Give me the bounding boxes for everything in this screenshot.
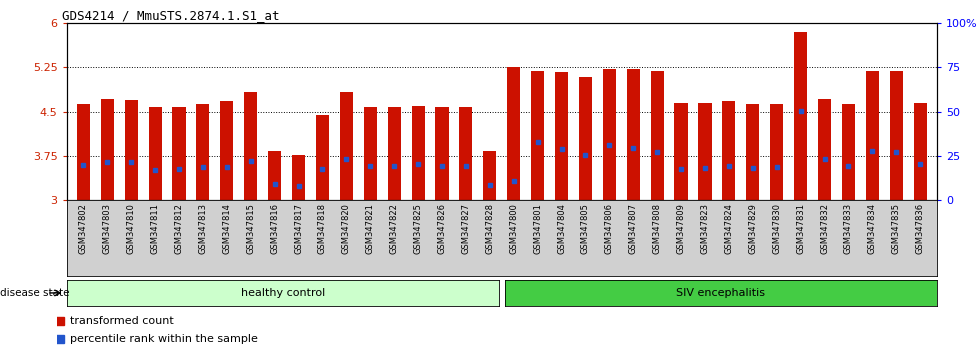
Text: GSM347806: GSM347806 [605, 203, 613, 254]
Text: GSM347829: GSM347829 [749, 203, 758, 254]
Text: GSM347800: GSM347800 [510, 203, 518, 254]
Bar [412, 105, 424, 200]
Bar [531, 72, 544, 200]
Text: GSM347821: GSM347821 [366, 203, 374, 254]
Text: GSM347813: GSM347813 [198, 203, 208, 254]
Bar [555, 72, 568, 200]
Text: GSM347825: GSM347825 [414, 203, 422, 254]
Text: GSM347814: GSM347814 [222, 203, 231, 254]
Bar [722, 101, 735, 200]
Bar [865, 72, 879, 200]
Text: GSM347835: GSM347835 [892, 203, 901, 254]
Bar [507, 67, 520, 200]
Text: GSM347810: GSM347810 [126, 203, 135, 254]
Bar [388, 107, 401, 200]
Bar [699, 103, 711, 200]
Text: GSM347817: GSM347817 [294, 203, 303, 254]
Bar [746, 104, 760, 200]
Bar [244, 92, 258, 200]
Text: GSM347805: GSM347805 [581, 203, 590, 254]
Text: GSM347803: GSM347803 [103, 203, 112, 254]
Text: healthy control: healthy control [241, 288, 324, 298]
Bar [460, 107, 472, 200]
Text: GSM347801: GSM347801 [533, 203, 542, 254]
Text: GSM347833: GSM347833 [844, 203, 853, 254]
Bar [890, 72, 903, 200]
Text: GSM347820: GSM347820 [342, 203, 351, 254]
Bar [76, 104, 90, 200]
Text: GSM347816: GSM347816 [270, 203, 279, 254]
Text: transformed count: transformed count [71, 316, 173, 326]
Text: SIV encephalitis: SIV encephalitis [676, 288, 765, 298]
Text: GSM347812: GSM347812 [174, 203, 183, 254]
Bar [794, 32, 808, 200]
Text: GSM347815: GSM347815 [246, 203, 255, 254]
Bar [651, 71, 663, 200]
Bar [124, 100, 138, 200]
Bar [603, 69, 615, 200]
Text: GSM347807: GSM347807 [629, 203, 638, 254]
Text: GDS4214 / MmuSTS.2874.1.S1_at: GDS4214 / MmuSTS.2874.1.S1_at [62, 9, 279, 22]
Bar [435, 107, 449, 200]
Bar [269, 151, 281, 200]
Text: GSM347831: GSM347831 [796, 203, 806, 254]
Bar [770, 104, 783, 200]
Bar [364, 107, 377, 200]
Bar [340, 92, 353, 200]
Text: GSM347802: GSM347802 [78, 203, 88, 254]
Bar [842, 104, 855, 200]
Text: GSM347823: GSM347823 [701, 203, 710, 254]
Bar [196, 104, 210, 200]
Text: GSM347809: GSM347809 [676, 203, 686, 254]
Text: percentile rank within the sample: percentile rank within the sample [71, 334, 258, 344]
Bar [818, 98, 831, 200]
Bar [172, 107, 185, 200]
Bar [626, 69, 640, 200]
Bar [913, 103, 927, 200]
Text: GSM347832: GSM347832 [820, 203, 829, 254]
Text: GSM347824: GSM347824 [724, 203, 733, 254]
Bar [220, 101, 233, 200]
Text: GSM347836: GSM347836 [915, 203, 925, 254]
Text: GSM347818: GSM347818 [318, 203, 327, 254]
Text: GSM347826: GSM347826 [437, 203, 447, 254]
Bar [149, 107, 162, 200]
Text: GSM347834: GSM347834 [868, 203, 877, 254]
Bar [674, 103, 688, 200]
Text: GSM347830: GSM347830 [772, 203, 781, 254]
Bar [101, 98, 114, 200]
Text: GSM347822: GSM347822 [390, 203, 399, 254]
Text: disease state: disease state [0, 288, 70, 298]
Text: GSM347827: GSM347827 [462, 203, 470, 254]
Text: GSM347804: GSM347804 [557, 203, 566, 254]
Bar [316, 115, 329, 200]
Bar [483, 151, 497, 200]
Text: GSM347828: GSM347828 [485, 203, 494, 254]
Bar [579, 77, 592, 200]
Text: GSM347808: GSM347808 [653, 203, 662, 254]
Bar [292, 155, 305, 200]
Text: GSM347811: GSM347811 [151, 203, 160, 254]
